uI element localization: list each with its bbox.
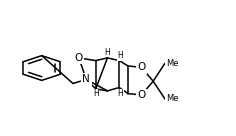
Text: N: N bbox=[82, 74, 90, 84]
Text: H: H bbox=[105, 48, 110, 57]
Text: Me: Me bbox=[166, 95, 178, 103]
Text: O: O bbox=[137, 90, 146, 100]
Text: Me: Me bbox=[166, 59, 178, 68]
Text: O: O bbox=[137, 62, 146, 72]
Text: H: H bbox=[118, 89, 123, 98]
Text: H: H bbox=[118, 51, 123, 60]
Text: O: O bbox=[75, 53, 83, 63]
Text: H: H bbox=[93, 89, 99, 98]
